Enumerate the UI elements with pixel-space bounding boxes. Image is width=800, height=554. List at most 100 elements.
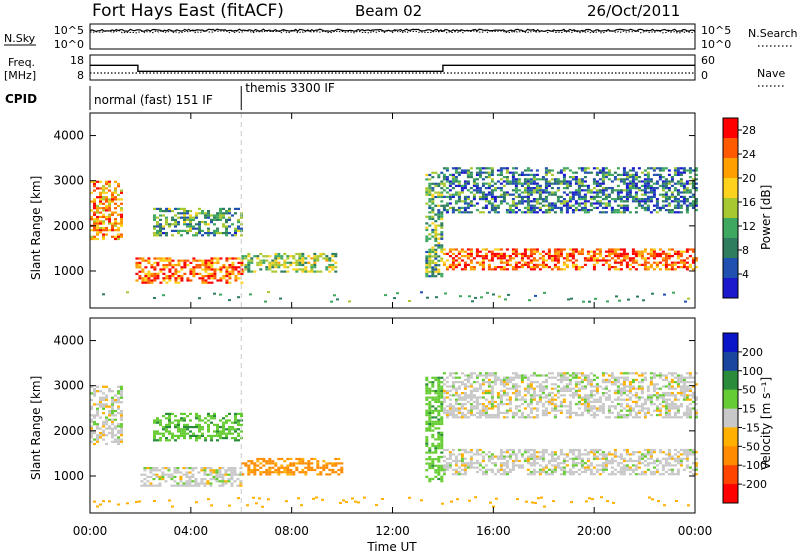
echo-cell-5 xyxy=(691,453,695,456)
echo-cell-6 xyxy=(517,389,521,392)
echo-cell-0 xyxy=(120,390,123,393)
echo-cell-6 xyxy=(481,378,485,381)
echo-cell-6 xyxy=(442,398,446,401)
echo-cell-5 xyxy=(568,448,572,452)
echo-cell-0 xyxy=(120,416,123,419)
echo-cell-1 xyxy=(219,268,223,271)
echo-cell-6 xyxy=(478,195,482,198)
echo-cell-2 xyxy=(250,261,254,264)
echo-cell-4 xyxy=(431,477,435,481)
echo-cell-4 xyxy=(425,187,429,190)
echo-cell-0 xyxy=(117,229,120,232)
echo-cell-5 xyxy=(442,470,446,474)
echo-cell-6 xyxy=(466,189,470,192)
echo-cell-6 xyxy=(616,411,620,414)
echo-cell-0 xyxy=(90,440,93,443)
echo-cell-5 xyxy=(445,457,449,460)
echo-cell-5 xyxy=(619,468,623,471)
echo-cell-3 xyxy=(213,229,216,232)
echo-cell-5 xyxy=(517,459,521,463)
echo-cell-5 xyxy=(469,466,473,469)
echo-cell-6 xyxy=(445,195,449,198)
echo-cell-6 xyxy=(445,180,449,183)
echo-cell-6 xyxy=(670,378,674,381)
echo-cell-6 xyxy=(658,184,662,187)
echo-cell-4 xyxy=(437,464,441,467)
echo-cell-6 xyxy=(562,204,566,207)
echo-cell-1 xyxy=(212,478,216,481)
echo-cell-5 xyxy=(613,468,617,471)
echo-cell-6 xyxy=(583,394,587,397)
echo-cell-6 xyxy=(580,195,584,198)
echo-cell-6 xyxy=(445,411,449,414)
echo-cell-6 xyxy=(505,169,509,172)
echo-cell-1 xyxy=(233,480,237,483)
echo-cell-6 xyxy=(511,376,515,379)
echo-cell-5 xyxy=(559,451,563,454)
echo-cell-2 xyxy=(274,255,278,258)
echo-cell-6 xyxy=(667,202,671,205)
echo-cell-6 xyxy=(526,202,530,205)
echo-cell-6 xyxy=(490,405,494,408)
echo-cell-6 xyxy=(544,387,548,390)
echo-cell-2 xyxy=(319,473,323,476)
echo-cell-6 xyxy=(637,411,641,414)
echo-cell-6 xyxy=(523,398,527,401)
echo-cell-5 xyxy=(616,268,620,271)
echo-cell-2 xyxy=(340,462,344,465)
echo-cell-5 xyxy=(589,462,593,465)
echo-cell-4 xyxy=(437,420,441,423)
echo-cell-1 xyxy=(179,471,183,474)
echo-cell-6 xyxy=(688,191,692,194)
echo-cell-6 xyxy=(514,180,518,183)
echo-cell-6 xyxy=(508,211,512,214)
echo-cell-4 xyxy=(434,213,438,216)
echo-cell-6 xyxy=(508,396,512,399)
echo-cell-3 xyxy=(183,426,186,429)
echo-cell-0 xyxy=(120,224,123,227)
echo-cell-4 xyxy=(434,475,438,478)
echo-cell-5 xyxy=(553,459,557,463)
echo-cell-6 xyxy=(634,400,638,403)
echo-cell-5 xyxy=(634,250,638,253)
echo-cell-3 xyxy=(168,430,171,433)
echo-cell-5 xyxy=(634,464,638,467)
echo-cell-6 xyxy=(496,403,500,406)
ground-scatter-cell xyxy=(534,294,537,297)
echo-cell-6 xyxy=(469,414,473,417)
echo-cell-0 xyxy=(93,235,96,238)
echo-cell-6 xyxy=(577,191,581,194)
echo-cell-6 xyxy=(472,396,476,399)
echo-cell-6 xyxy=(442,378,446,381)
echo-cell-3 xyxy=(237,421,240,424)
echo-cell-5 xyxy=(520,453,524,456)
echo-cell-5 xyxy=(505,459,509,463)
echo-cell-2 xyxy=(277,471,281,474)
echo-cell-5 xyxy=(493,268,497,271)
echo-cell-6 xyxy=(469,385,473,388)
echo-cell-6 xyxy=(664,414,668,417)
echo-cell-6 xyxy=(658,409,662,412)
echo-cell-6 xyxy=(625,414,629,417)
echo-cell-6 xyxy=(457,376,461,379)
echo-cell-6 xyxy=(454,416,458,419)
echo-cell-6 xyxy=(691,407,695,410)
echo-cell-5 xyxy=(553,470,557,474)
echo-cell-4 xyxy=(440,431,444,434)
echo-cell-2 xyxy=(334,457,338,461)
echo-cell-1 xyxy=(189,279,193,282)
echo-cell-6 xyxy=(652,182,656,185)
echo-cell-2 xyxy=(331,252,335,256)
echo-cell-6 xyxy=(592,394,596,397)
echo-cell-6 xyxy=(595,184,599,187)
echo-cell-6 xyxy=(571,198,575,201)
echo-cell-6 xyxy=(658,396,662,399)
echo-cell-4 xyxy=(428,403,432,406)
echo-cell-2 xyxy=(331,464,335,467)
echo-cell-6 xyxy=(550,376,554,379)
echo-cell-5 xyxy=(676,451,680,454)
echo-cell-3 xyxy=(156,439,159,442)
echo-cell-4 xyxy=(431,235,435,238)
echo-cell-6 xyxy=(490,173,494,176)
